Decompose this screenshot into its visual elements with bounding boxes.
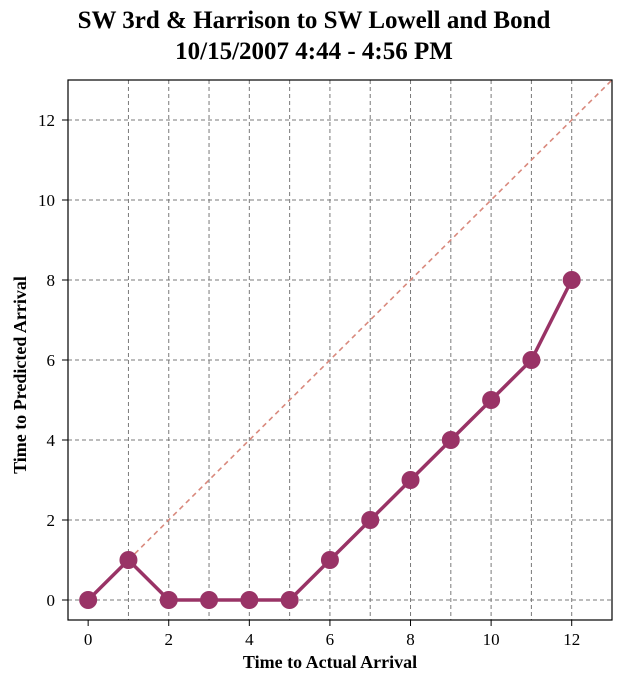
series-markers	[79, 271, 581, 609]
x-axis-title: Time to Actual Arrival	[243, 652, 417, 672]
chart-subtitle: 10/15/2007 4:44 - 4:56 PM	[175, 38, 453, 65]
plot-area	[67, 79, 613, 621]
data-point	[119, 551, 138, 569]
x-tick-label: 6	[326, 630, 335, 649]
y-tick-labels: 0 2 4 6 8 10 12	[38, 111, 56, 610]
data-point	[159, 591, 178, 609]
data-point	[562, 271, 581, 289]
x-tick-label: 0	[84, 630, 93, 649]
data-point	[240, 591, 259, 609]
x-tick-labels: 0 2 4 6 8 10 12	[84, 630, 580, 649]
x-tick-label: 12	[563, 630, 580, 649]
y-tick-label: 2	[47, 511, 56, 530]
y-tick-label: 0	[47, 591, 56, 610]
x-tick-label: 10	[483, 630, 500, 649]
y-axis-title: Time to Predicted Arrival	[10, 276, 30, 474]
chart-title: SW 3rd & Harrison to SW Lowell and Bond	[77, 7, 551, 34]
axis-ticks	[62, 119, 573, 626]
data-point	[280, 591, 299, 609]
x-tick-label: 2	[164, 630, 173, 649]
y-tick-label: 12	[38, 111, 55, 130]
data-point	[441, 431, 460, 449]
data-point	[401, 471, 420, 489]
data-point	[79, 591, 98, 609]
x-tick-label: 8	[406, 630, 415, 649]
reference-line	[127, 79, 613, 561]
y-tick-label: 10	[38, 191, 55, 210]
grid	[68, 80, 612, 620]
data-point	[200, 591, 219, 609]
x-tick-label: 4	[245, 630, 254, 649]
data-point	[482, 391, 501, 409]
data-point	[361, 511, 380, 529]
y-tick-label: 4	[47, 431, 56, 450]
data-point	[320, 551, 339, 569]
y-tick-label: 6	[47, 351, 56, 370]
data-point	[522, 351, 541, 369]
y-tick-label: 8	[47, 271, 56, 290]
